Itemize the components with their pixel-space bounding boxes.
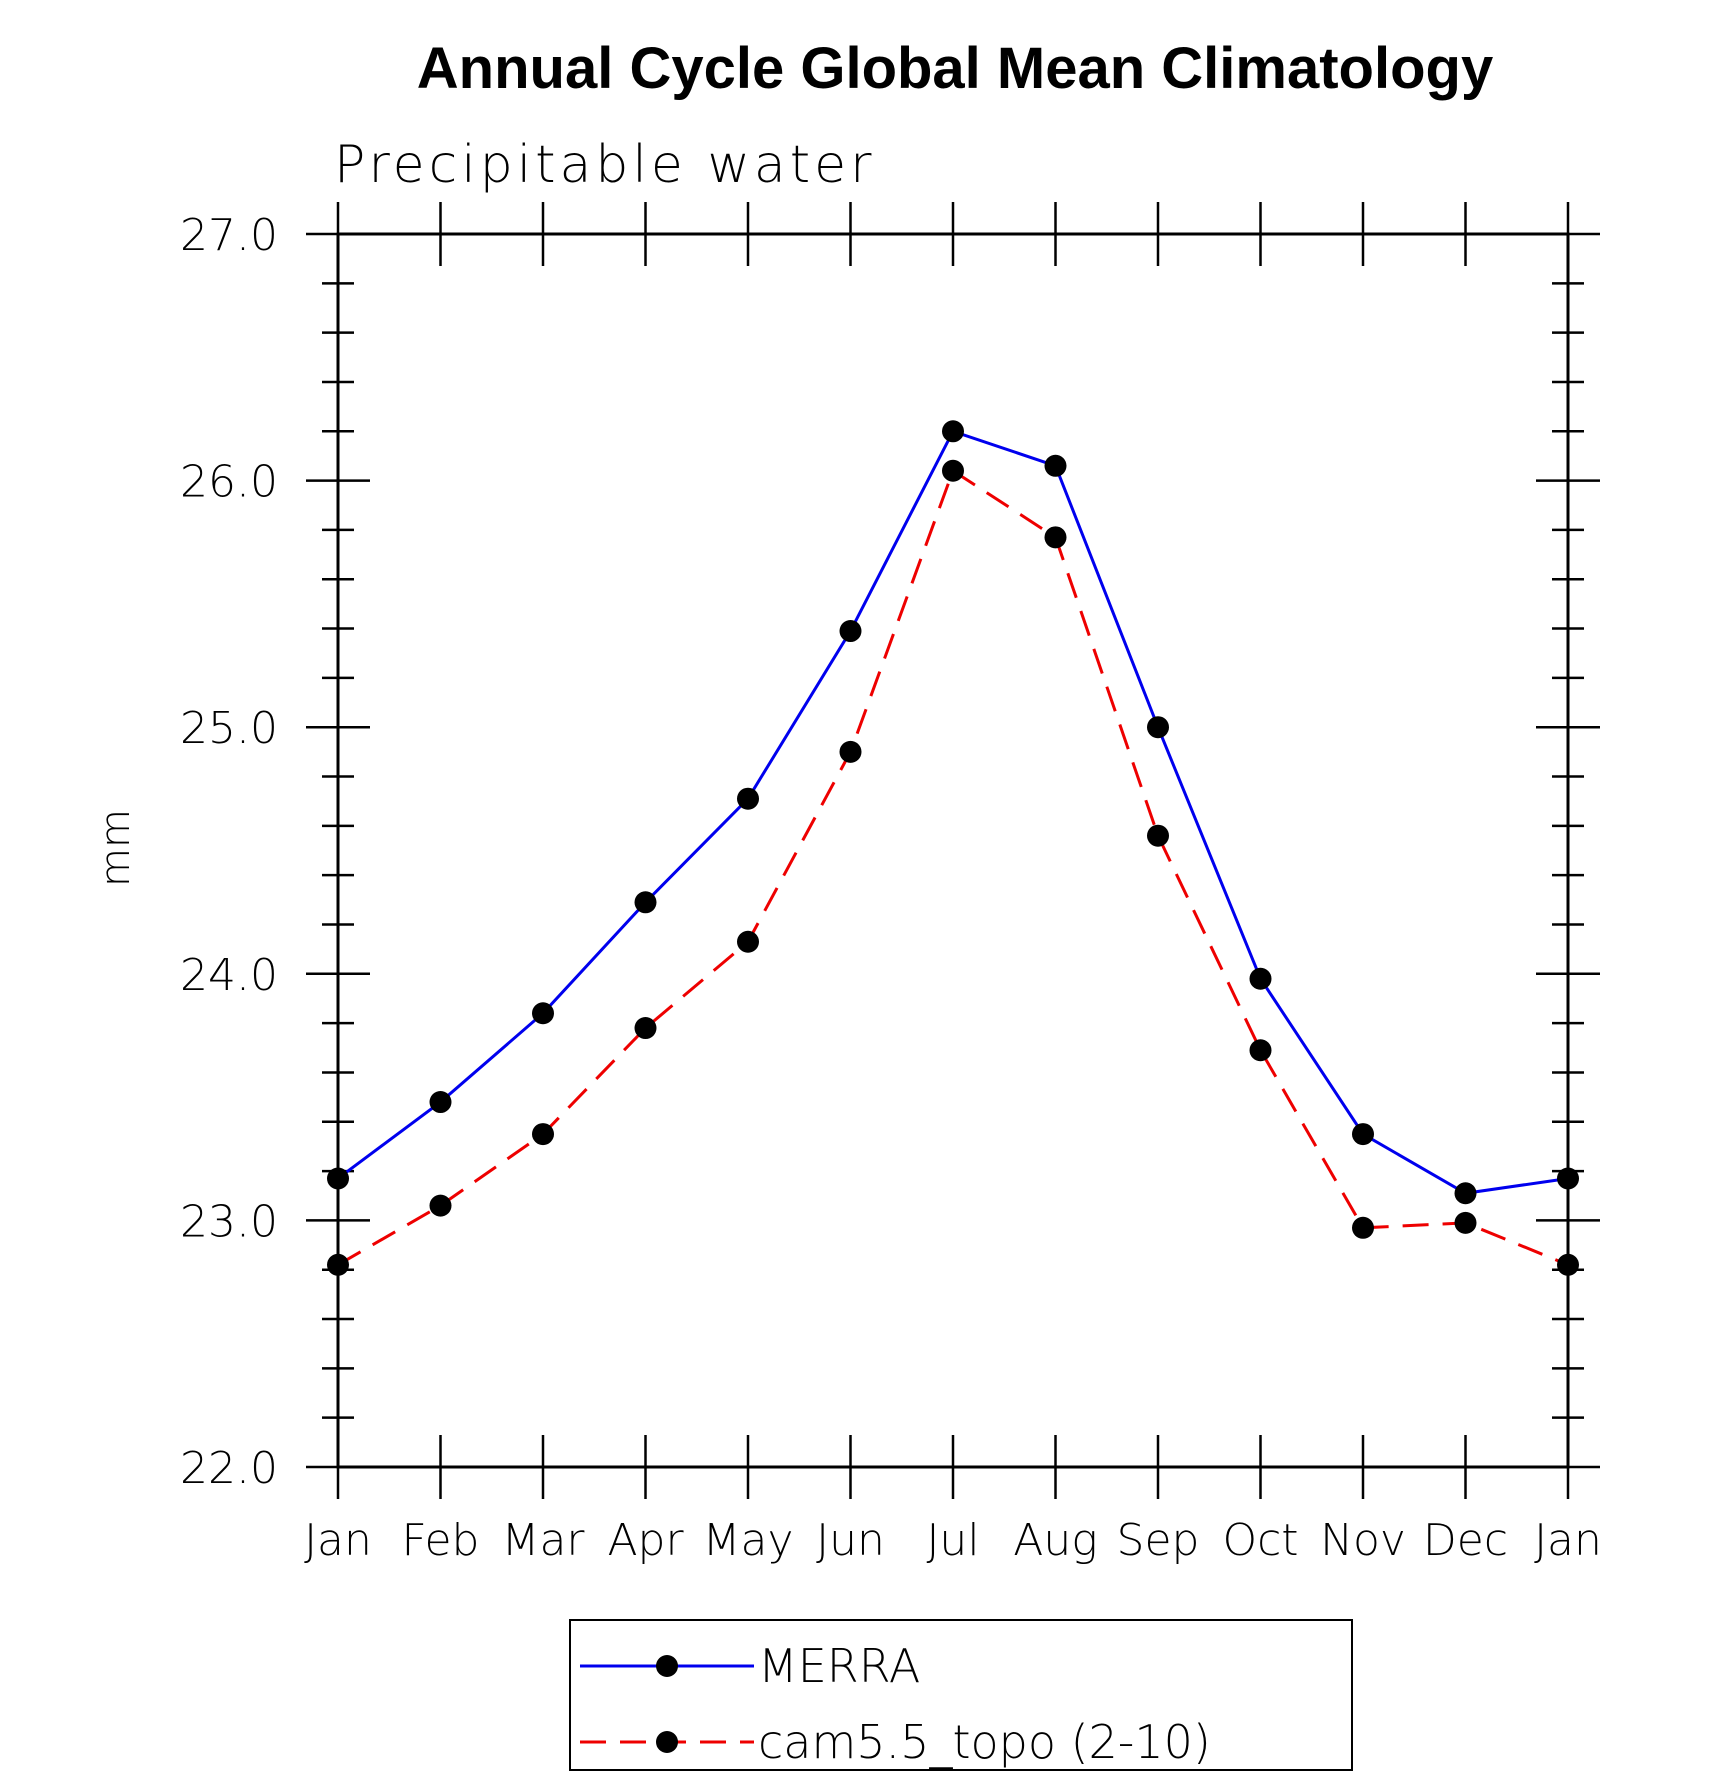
series-point [429,1091,452,1114]
legend-marker [656,1655,678,1677]
chart-title: Annual Cycle Global Mean Climatology [417,36,1493,101]
series-layer [327,420,1579,1276]
series-point [429,1194,452,1217]
legend-label: cam5.5_topo (2-10) [758,1715,1211,1769]
series-point [1454,1211,1477,1234]
series-point [839,740,862,763]
x-tick-label: May [703,1515,794,1566]
series-point [1249,1039,1272,1062]
legend-item: cam5.5_topo (2-10) [580,1715,1211,1769]
y-axis: 22.0 23.0 24.0 25.0 26.0 27.0 [180,210,1600,1494]
series-2 [327,459,1579,1276]
plot-frame [336,232,1570,1469]
legend-marker [656,1731,678,1753]
legend-item: MERRA [580,1639,920,1693]
legend-box [569,1619,1353,1771]
x-axis: Jan Feb Mar Apr May Jun Jul Aug Sep Oct Nov Dec Jan [304,202,1602,1566]
series-point [1352,1123,1374,1146]
series-point [1557,1253,1579,1276]
y-tick-label: 27.0 [180,210,278,261]
y-tick-label: 22.0 [180,1443,278,1494]
x-tick-label: Aug [1013,1515,1097,1566]
series-point [839,620,862,643]
y-tick-label: 23.0 [180,1196,278,1247]
series-point [737,930,759,953]
x-tick-label: Oct [1222,1515,1298,1566]
series-point [1557,1167,1579,1190]
series-point [1147,716,1169,739]
series-point [942,459,964,482]
y-tick-label: 24.0 [180,950,278,1001]
chart-subtitle: Precipitable water [334,135,876,195]
x-tick-label: Mar [501,1515,585,1566]
series-point [634,1017,657,1040]
y-tick-label: 25.0 [180,703,278,754]
series-point [1044,526,1067,549]
x-tick-label: Sep [1117,1515,1200,1566]
legend: MERRA cam5.5_topo (2-10) [569,1619,1353,1771]
legend-label: MERRA [758,1639,920,1693]
series-point [327,1253,349,1276]
series-line [337,429,1569,1195]
x-tick-label: Nov [1320,1515,1406,1566]
series-point [532,1123,554,1146]
x-tick-label: Jan [1534,1515,1602,1566]
x-tick-label: Jul [926,1515,979,1566]
series-point [1454,1182,1477,1205]
series-point [737,787,759,810]
y-axis-label: mm [93,809,139,887]
y-tick-label: 26.0 [180,457,278,508]
series-point [1249,967,1272,990]
x-tick-label: Dec [1423,1515,1508,1566]
series-point [1352,1216,1374,1239]
series-point [1147,824,1169,847]
x-tick-label: Jan [304,1515,372,1566]
x-tick-label: Feb [402,1515,480,1566]
series-point [942,420,964,443]
series-point [1044,454,1067,477]
series-1 [327,420,1579,1205]
x-tick-label: Jun [816,1515,885,1566]
x-tick-label: Apr [607,1515,684,1566]
plot-border [336,232,1570,1469]
series-point [634,891,657,914]
series-point [532,1002,554,1025]
series-point [327,1167,349,1190]
